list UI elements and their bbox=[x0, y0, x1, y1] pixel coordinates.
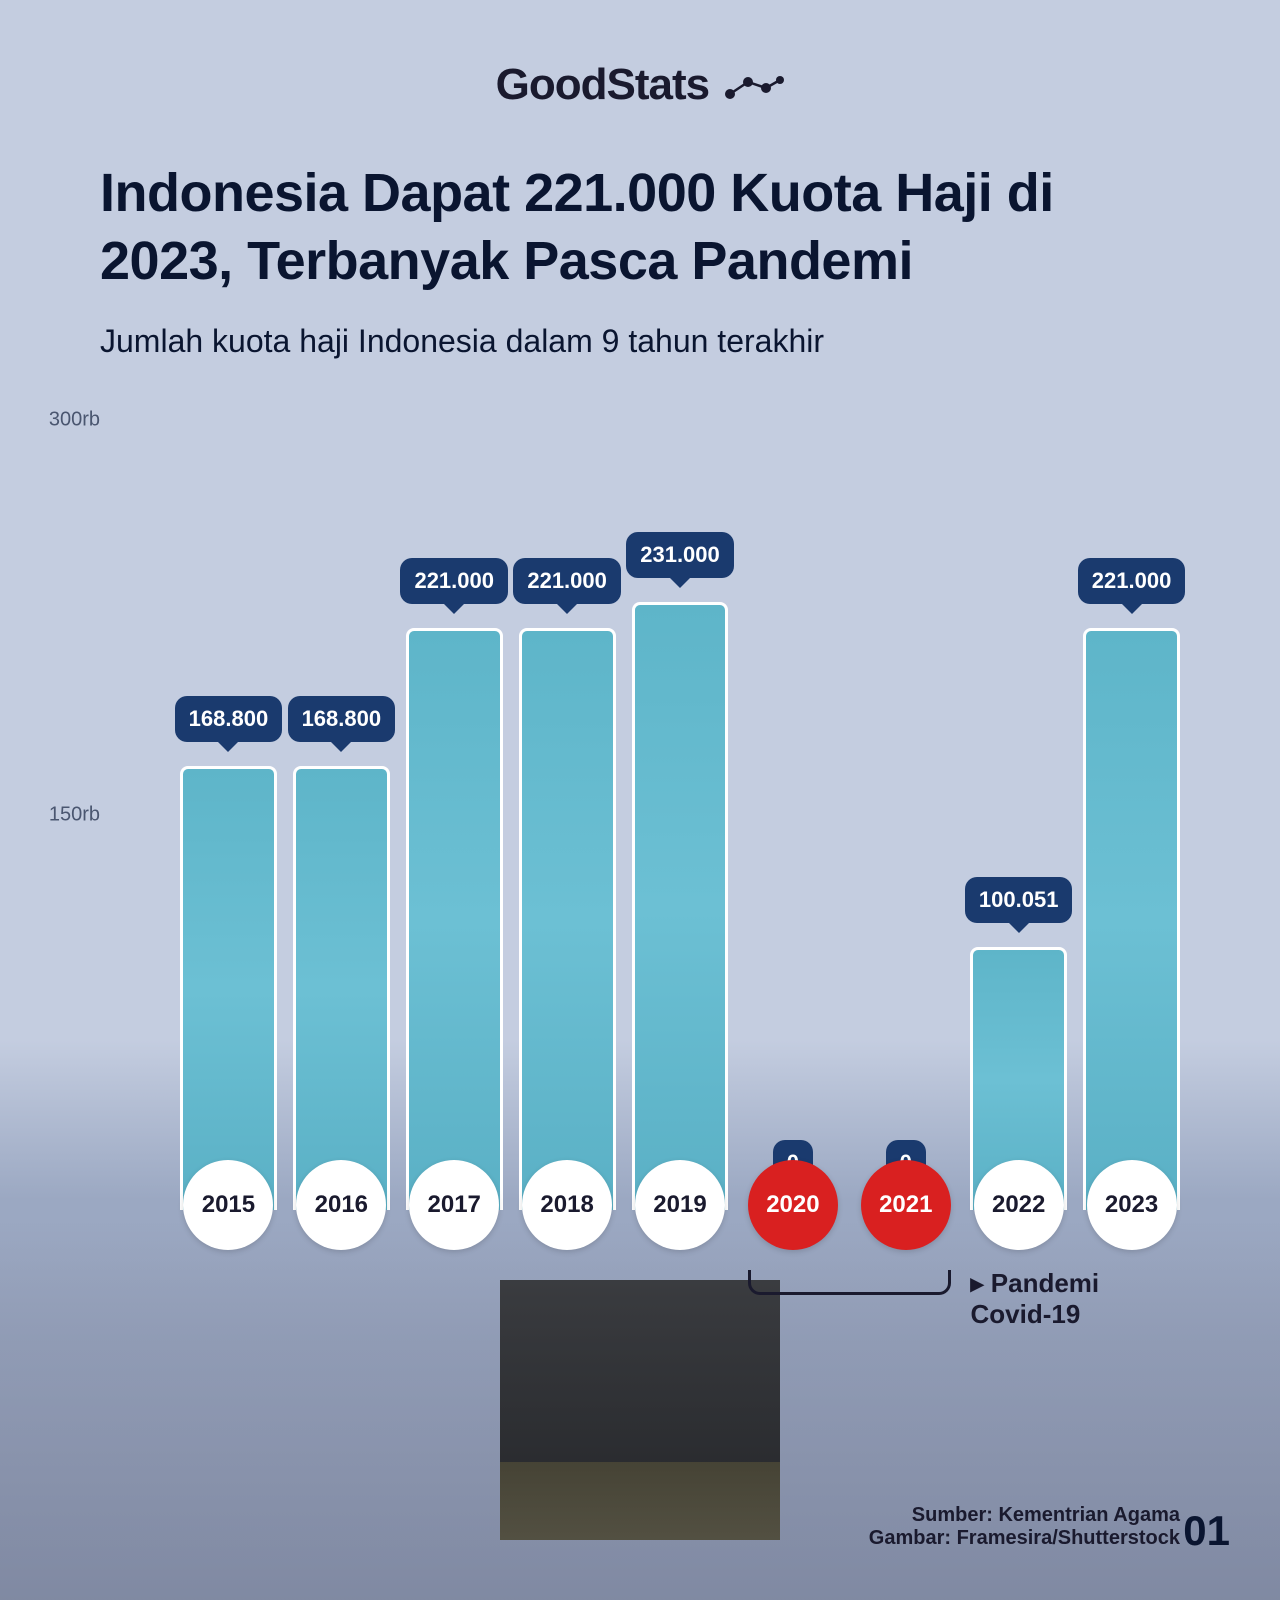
bar-group: 231.0002019 bbox=[632, 420, 729, 1210]
value-bubble: 100.051 bbox=[965, 877, 1073, 923]
page-number: 01 bbox=[1183, 1507, 1230, 1555]
y-tick-label: 150rb bbox=[49, 804, 100, 827]
bar bbox=[519, 628, 616, 1210]
y-tick-label: 300rb bbox=[49, 409, 100, 432]
footer-credits: Sumber: Kementrian Agama Gambar: Framesi… bbox=[869, 1504, 1180, 1550]
image-credit-text: Framesira/Shutterstock bbox=[957, 1527, 1180, 1549]
value-bubble: 168.800 bbox=[288, 696, 396, 742]
bar-group: 02021 bbox=[857, 420, 954, 1210]
year-circle: 2021 bbox=[861, 1160, 951, 1250]
source-text: Kementrian Agama bbox=[998, 1504, 1180, 1526]
image-prefix: Gambar: bbox=[869, 1527, 957, 1549]
logo-bold: Good bbox=[496, 60, 607, 109]
bar bbox=[1083, 628, 1180, 1210]
year-circle: 2019 bbox=[635, 1160, 725, 1250]
logo-light: Stats bbox=[607, 60, 710, 109]
logo-text: GoodStats bbox=[496, 60, 785, 109]
bar bbox=[632, 602, 729, 1210]
logo: GoodStats bbox=[100, 60, 1180, 110]
pandemic-bracket bbox=[748, 1270, 951, 1295]
value-bubble: 221.000 bbox=[400, 558, 508, 604]
bar bbox=[293, 766, 390, 1211]
year-circle: 2022 bbox=[974, 1160, 1064, 1250]
value-bubble: 168.800 bbox=[175, 696, 283, 742]
value-bubble: 231.000 bbox=[626, 532, 734, 578]
bar-group: 168.8002015 bbox=[180, 420, 277, 1210]
image-credit-line: Gambar: Framesira/Shutterstock bbox=[869, 1527, 1180, 1550]
bar-group: 100.0512022 bbox=[970, 420, 1067, 1210]
year-circle: 2023 bbox=[1087, 1160, 1177, 1250]
bar-group: 168.8002016 bbox=[293, 420, 390, 1210]
pandemic-label: ▸ Pandemi Covid-19 bbox=[971, 1268, 1181, 1330]
value-bubble: 221.000 bbox=[513, 558, 621, 604]
year-circle: 2016 bbox=[296, 1160, 386, 1250]
bar-group: 221.0002017 bbox=[406, 420, 503, 1210]
bars-container: 168.8002015168.8002016221.0002017221.000… bbox=[180, 420, 1180, 1210]
year-circle: 2018 bbox=[522, 1160, 612, 1250]
bar bbox=[180, 766, 277, 1211]
source-line: Sumber: Kementrian Agama bbox=[869, 1504, 1180, 1527]
bar-chart: 300rb150rb 168.8002015168.8002016221.000… bbox=[100, 420, 1180, 1290]
year-circle: 2020 bbox=[748, 1160, 838, 1250]
year-circle: 2015 bbox=[183, 1160, 273, 1250]
bar-group: 221.0002018 bbox=[519, 420, 616, 1210]
page-container: GoodStats Indonesia Dapat 221.000 Kuota … bbox=[0, 0, 1280, 1600]
year-circle: 2017 bbox=[409, 1160, 499, 1250]
value-bubble: 221.000 bbox=[1078, 558, 1186, 604]
bar-group: 02020 bbox=[744, 420, 841, 1210]
bar-group: 221.0002023 bbox=[1083, 420, 1180, 1210]
subtitle: Jumlah kuota haji Indonesia dalam 9 tahu… bbox=[100, 323, 1180, 360]
logo-dots-icon bbox=[724, 74, 784, 100]
source-prefix: Sumber: bbox=[912, 1504, 999, 1526]
bar bbox=[406, 628, 503, 1210]
main-title: Indonesia Dapat 221.000 Kuota Haji di 20… bbox=[100, 160, 1180, 295]
